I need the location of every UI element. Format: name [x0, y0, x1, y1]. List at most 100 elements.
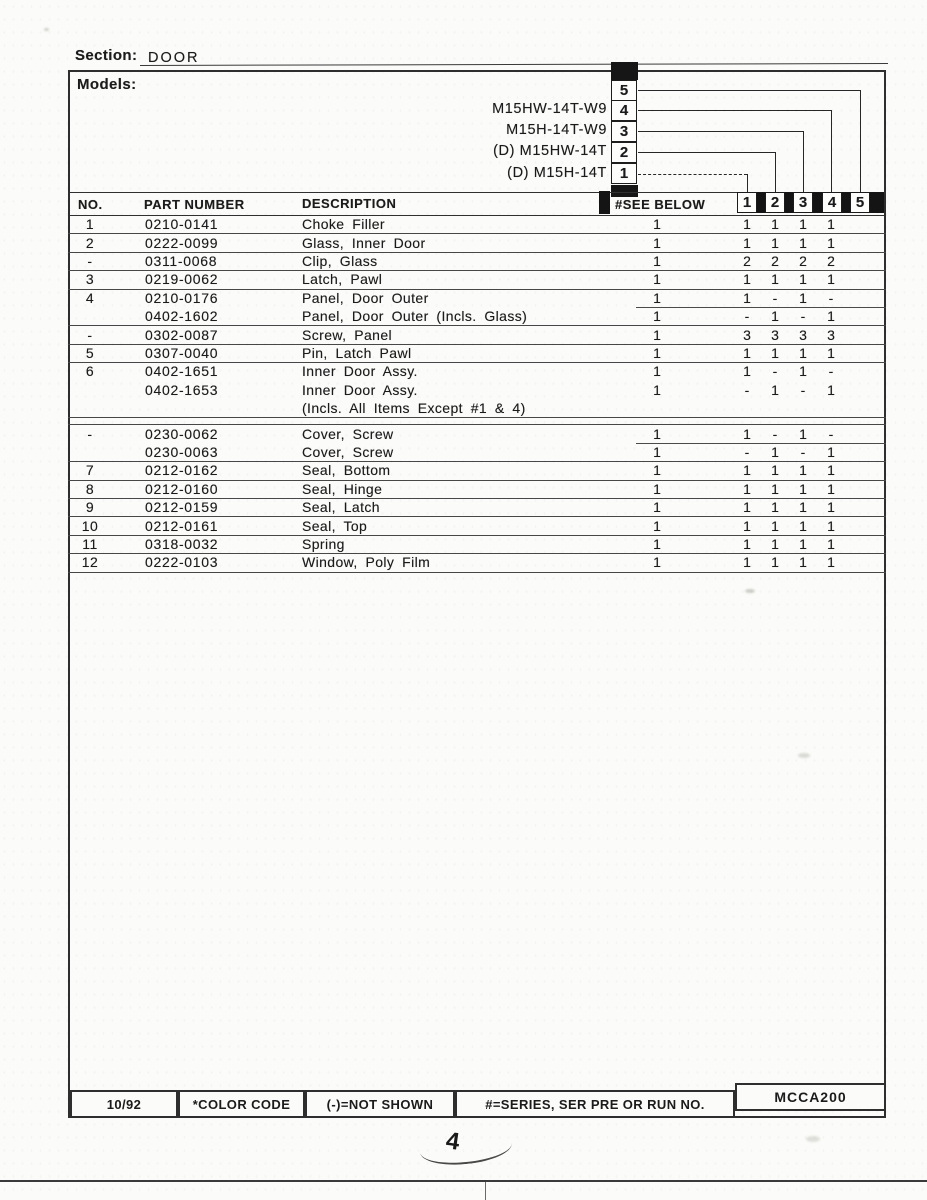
row-qty-col2: 1 [771, 381, 779, 398]
row-qty-col4: 3 [827, 326, 835, 343]
row-no: 4 [85, 289, 95, 306]
row-qty-col3: 1 [799, 462, 807, 479]
row-no: 5 [85, 344, 95, 361]
row-description: Choke Filler [302, 216, 385, 233]
row-qty-col2: 2 [771, 252, 779, 269]
row-qty-col2: 3 [771, 326, 779, 343]
row-description: Window, Poly Film [302, 554, 431, 571]
connector-horizontal-2 [638, 152, 775, 153]
row-qty-col4: - [828, 425, 834, 442]
row-no: 1 [85, 216, 95, 233]
row-qty-col4: 1 [827, 480, 835, 497]
footer-series-note-cell: #=SERIES, SER PRE OR RUN NO. [455, 1090, 735, 1118]
row-part-number: 0210-0141 [145, 216, 219, 233]
row-qty-col4: 1 [827, 308, 835, 325]
row-qty-col3: 1 [799, 480, 807, 497]
row-part-number: 0222-0099 [145, 234, 219, 251]
row-qty-col4: 1 [827, 443, 835, 460]
row-qty-col3: 1 [799, 271, 807, 288]
row-qty-col1: 1 [743, 234, 751, 251]
table-row: - 0302-0087 Screw, Panel 1 3 3 3 3 [68, 325, 886, 345]
row-qty-col1: 1 [743, 535, 751, 552]
series-col-gap [870, 192, 884, 213]
row-qty-col4: 1 [827, 535, 835, 552]
row-qty-col2: 1 [771, 554, 779, 571]
row-qty-col1: - [744, 443, 750, 460]
row-description: Cover, Screw [302, 443, 394, 460]
row-description: Glass, Inner Door [302, 234, 426, 251]
table-row: 6 0402-1651 Inner Door Assy. 1 1 - 1 - [68, 362, 886, 380]
row-description: Seal, Bottom [302, 462, 391, 479]
row-qty-col3: 1 [799, 363, 807, 380]
row-qty-col3: 1 [799, 517, 807, 534]
row-part-number: 0212-0159 [145, 499, 219, 516]
row-qty-col3: 1 [799, 499, 807, 516]
row-qty-col2: 1 [771, 344, 779, 361]
row-qty-col1: 3 [743, 326, 751, 343]
row-see-below: 1 [653, 535, 661, 552]
connector-vertical-1 [747, 174, 748, 192]
row-qty-col3: 1 [799, 344, 807, 361]
row-qty-col2: - [772, 363, 778, 380]
row-description: Seal, Latch [302, 499, 380, 516]
row-see-below: 1 [653, 216, 661, 233]
row-no: 11 [82, 535, 98, 552]
row-see-below: 1 [653, 363, 661, 380]
row-description: (Incls. All Items Except #1 & 4) [302, 400, 526, 417]
table-row: 11 0318-0032 Spring 1 1 1 1 1 [68, 535, 886, 555]
section-value: DOOR [148, 50, 200, 66]
table-row: 9 0212-0159 Seal, Latch 1 1 1 1 1 [68, 498, 886, 518]
scan-smudge [44, 28, 49, 31]
row-qty-col2: - [772, 289, 778, 306]
row-part-number: 0230-0062 [145, 425, 219, 442]
row-qty-col3: 1 [799, 234, 807, 251]
row-qty-col1: 1 [743, 216, 751, 233]
row-see-below: 1 [653, 554, 661, 571]
model-callout-box-5: 5 [611, 80, 637, 101]
series-col-box-2: 2 [765, 192, 785, 213]
row-part-number: 0402-1602 [145, 308, 219, 325]
handwritten-underline-swoosh [418, 1127, 514, 1169]
row-see-below: 1 [653, 252, 661, 269]
row-qty-col1: 1 [743, 425, 751, 442]
row-qty-col2: 1 [771, 462, 779, 479]
row-qty-col1: 1 [743, 480, 751, 497]
row-qty-col3: 1 [799, 535, 807, 552]
row-qty-col3: - [800, 443, 806, 460]
connector-vertical-2 [775, 152, 776, 192]
row-qty-col4: 1 [827, 462, 835, 479]
row-part-number: 0222-0103 [145, 554, 219, 571]
footer-color-code-cell: *COLOR CODE [178, 1090, 305, 1118]
series-col-gap [757, 192, 765, 213]
row-part-number: 0402-1653 [145, 381, 219, 398]
row-description: Cover, Screw [302, 425, 394, 442]
row-description: Latch, Pawl [302, 271, 383, 288]
row-no: 9 [85, 499, 95, 516]
row-description: Screw, Panel [302, 326, 393, 343]
row-qty-col4: - [828, 289, 834, 306]
table-row: 5 0307-0040 Pin, Latch Pawl 1 1 1 1 1 [68, 344, 886, 364]
connector-horizontal-5 [638, 90, 860, 91]
header-black-block [599, 191, 610, 214]
row-qty-col2: 1 [771, 517, 779, 534]
section-underline-rule [139, 63, 888, 66]
row-qty-col3: - [800, 308, 806, 325]
row-qty-col3: 1 [799, 425, 807, 442]
row-no: 3 [85, 271, 95, 288]
section-label: Section: [75, 47, 138, 64]
row-see-below: 1 [653, 443, 661, 460]
row-qty-col2: 1 [771, 271, 779, 288]
connector-vertical-4 [831, 110, 832, 192]
row-no: 8 [85, 480, 95, 497]
table-row: 12 0222-0103 Window, Poly Film 1 1 1 1 1 [68, 553, 886, 573]
row-description: Seal, Hinge [302, 480, 383, 497]
table-row: 0230-0063 Cover, Screw 1 - 1 - 1 [68, 443, 886, 463]
connector-vertical-5 [860, 90, 861, 192]
footer-date-cell: 10/92 [70, 1090, 178, 1118]
header-top-rule [68, 192, 886, 193]
scan-smudge [806, 1136, 820, 1142]
scan-smudge [745, 589, 755, 593]
row-description: Spring [302, 535, 345, 552]
row-part-number: 0302-0087 [145, 326, 219, 343]
row-no: - [87, 252, 93, 269]
